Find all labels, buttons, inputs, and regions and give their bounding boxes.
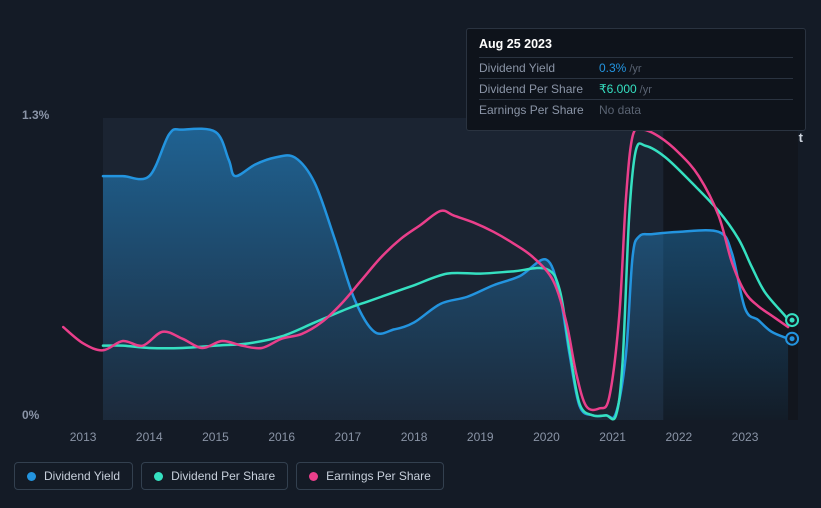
legend-label: Earnings Per Share [326, 469, 431, 483]
tooltip-value: 0.3%/yr [599, 61, 642, 75]
plot-area[interactable] [50, 118, 798, 420]
tooltip-row-dividend_yield: Dividend Yield0.3%/yr [479, 57, 793, 78]
x-tick-2017: 2017 [335, 430, 362, 444]
end-marker-dividend_yield [786, 333, 798, 345]
legend-dot-icon [27, 472, 36, 481]
tooltip-label: Dividend Per Share [479, 82, 599, 96]
x-tick-2022: 2022 [665, 430, 692, 444]
legend-item-dividend_per_share[interactable]: Dividend Per Share [141, 462, 288, 490]
tooltip-row-dividend_per_share: Dividend Per Share₹6.000/yr [479, 78, 793, 99]
x-tick-2015: 2015 [202, 430, 229, 444]
x-tick-2014: 2014 [136, 430, 163, 444]
x-tick-2019: 2019 [467, 430, 494, 444]
legend-item-earnings_per_share[interactable]: Earnings Per Share [296, 462, 444, 490]
tooltip-label: Dividend Yield [479, 61, 599, 75]
legend-item-dividend_yield[interactable]: Dividend Yield [14, 462, 133, 490]
tooltip-label: Earnings Per Share [479, 103, 599, 117]
tooltip-row-earnings_per_share: Earnings Per ShareNo data [479, 99, 793, 120]
hover-tooltip: Aug 25 2023 Dividend Yield0.3%/yrDividen… [466, 28, 806, 131]
chart-svg [50, 118, 798, 420]
legend-dot-icon [154, 472, 163, 481]
tooltip-value: No data [599, 103, 644, 117]
x-tick-2023: 2023 [732, 430, 759, 444]
x-tick-2020: 2020 [533, 430, 560, 444]
x-tick-2021: 2021 [599, 430, 626, 444]
y-tick-max: 1.3% [22, 108, 49, 122]
legend-dot-icon [309, 472, 318, 481]
tooltip-value: ₹6.000/yr [599, 82, 652, 96]
legend-label: Dividend Yield [44, 469, 120, 483]
x-tick-2016: 2016 [268, 430, 295, 444]
x-tick-2018: 2018 [401, 430, 428, 444]
y-tick-min: 0% [22, 408, 39, 422]
x-tick-2013: 2013 [70, 430, 97, 444]
tooltip-date: Aug 25 2023 [479, 37, 793, 57]
end-marker-dividend_per_share [786, 314, 798, 326]
legend-label: Dividend Per Share [171, 469, 275, 483]
dividend-chart: 1.3% 0% Past 201320142015201620172018201… [0, 0, 821, 508]
legend: Dividend Yield Dividend Per Share Earnings… [14, 462, 444, 490]
